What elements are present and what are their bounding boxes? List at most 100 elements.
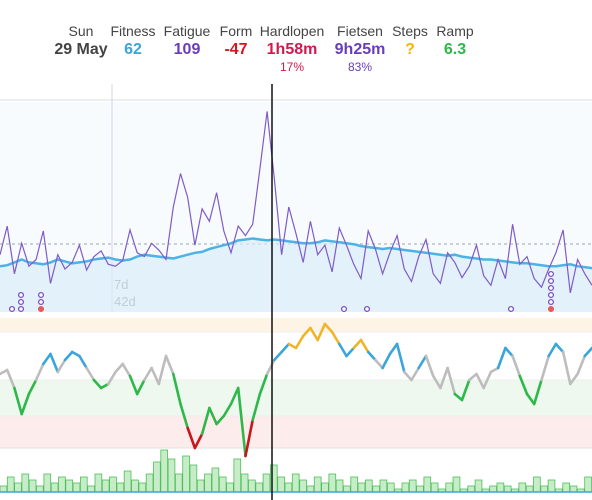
fitness-chart[interactable]: 7d 42d (0, 84, 592, 500)
activity-dot (547, 270, 555, 278)
load-bar (14, 482, 22, 493)
load-bar (284, 482, 293, 493)
form-segment (70, 350, 81, 358)
form-segment (265, 358, 276, 376)
form-segment (186, 426, 197, 450)
load-bar (255, 482, 264, 493)
load-bar (0, 485, 8, 493)
activity-dot (507, 305, 515, 313)
form-segment (287, 342, 298, 350)
form-segment (208, 406, 218, 426)
load-bar (138, 482, 147, 493)
form-segment (121, 362, 132, 378)
load-bar (540, 485, 548, 493)
form-segment (504, 346, 514, 358)
form-segment (475, 372, 486, 390)
form-segment (179, 402, 189, 430)
form-label: Form (219, 23, 253, 39)
load-bar (182, 455, 190, 493)
load-bar (328, 473, 337, 493)
form-segment (359, 338, 370, 354)
form-segment (172, 372, 182, 406)
load-bar (80, 476, 88, 493)
form-segment (244, 418, 254, 458)
form-segment (410, 366, 421, 382)
form-segment (309, 326, 320, 342)
load-bar (72, 482, 81, 493)
form-segment (92, 378, 103, 390)
load-bar (189, 464, 198, 493)
form-segment (518, 374, 529, 396)
load-bar (167, 458, 176, 493)
form-segment (135, 378, 146, 396)
form-segment (496, 346, 507, 370)
activity-dot (8, 305, 16, 313)
load-bar (291, 473, 300, 493)
form-segment (431, 374, 442, 390)
load-bar (160, 449, 169, 493)
form-segment (5, 368, 16, 390)
activity-dot (547, 284, 555, 292)
activity-dot (363, 305, 371, 313)
bike-value: 9h25m (334, 41, 386, 58)
form-segment (128, 374, 139, 396)
load-bar (306, 485, 315, 493)
form-segment (366, 350, 377, 362)
load-bar (87, 485, 95, 493)
load-bars-panel (0, 449, 592, 493)
form-segment (316, 322, 327, 342)
steps-value: ? (405, 41, 415, 58)
load-bar (50, 482, 59, 493)
form-value: -47 (224, 41, 248, 58)
form-segment (157, 354, 168, 386)
form-segment (583, 346, 592, 358)
activity-dot (547, 277, 555, 285)
load-bar (6, 476, 15, 493)
load-bar (386, 482, 395, 493)
load-bar (204, 473, 212, 493)
load-bar (408, 479, 417, 493)
form-segment (417, 354, 428, 370)
load-bar (503, 485, 512, 493)
form-segment (424, 354, 435, 378)
load-bar (226, 482, 234, 493)
load-bar (123, 470, 132, 493)
load-bar (452, 476, 461, 493)
activity-dot (547, 305, 555, 313)
day-value: 29 May (54, 41, 108, 58)
form-segment (374, 358, 384, 370)
load-bar (248, 479, 256, 493)
form-stat: Form -47 (216, 22, 256, 60)
form-segment (337, 342, 348, 358)
load-bar (489, 485, 497, 493)
activity-dot (17, 298, 25, 306)
load-bar (562, 482, 570, 493)
form-segment (532, 378, 543, 406)
load-bar (401, 482, 410, 493)
activity-dots (8, 270, 555, 313)
form-segment (330, 330, 341, 346)
form-segment (49, 352, 60, 374)
run-stat: Hardlopen 1h58m 17% (258, 22, 326, 74)
load-bar (43, 473, 52, 493)
form-segment (294, 334, 305, 350)
form-segment (395, 342, 406, 374)
form-segment (446, 366, 457, 396)
load-bar (569, 485, 578, 493)
bike-stat: Fietsen 9h25m 83% (332, 22, 388, 74)
load-bar (153, 461, 161, 493)
form-segment (164, 354, 175, 376)
load-bar (547, 479, 556, 493)
form-segment (467, 372, 478, 382)
load-bar (518, 482, 527, 493)
fatigue-value: 109 (173, 41, 201, 58)
form-segment (511, 354, 522, 378)
ramp-value: 6.3 (443, 41, 467, 58)
load-bar (174, 473, 183, 493)
form-segment (561, 350, 572, 386)
day-stat: Sun 29 May (50, 22, 112, 60)
load-bar (28, 479, 37, 493)
form-segment (460, 378, 471, 402)
bike-label: Fietsen (337, 23, 383, 39)
load-bar (116, 482, 125, 493)
